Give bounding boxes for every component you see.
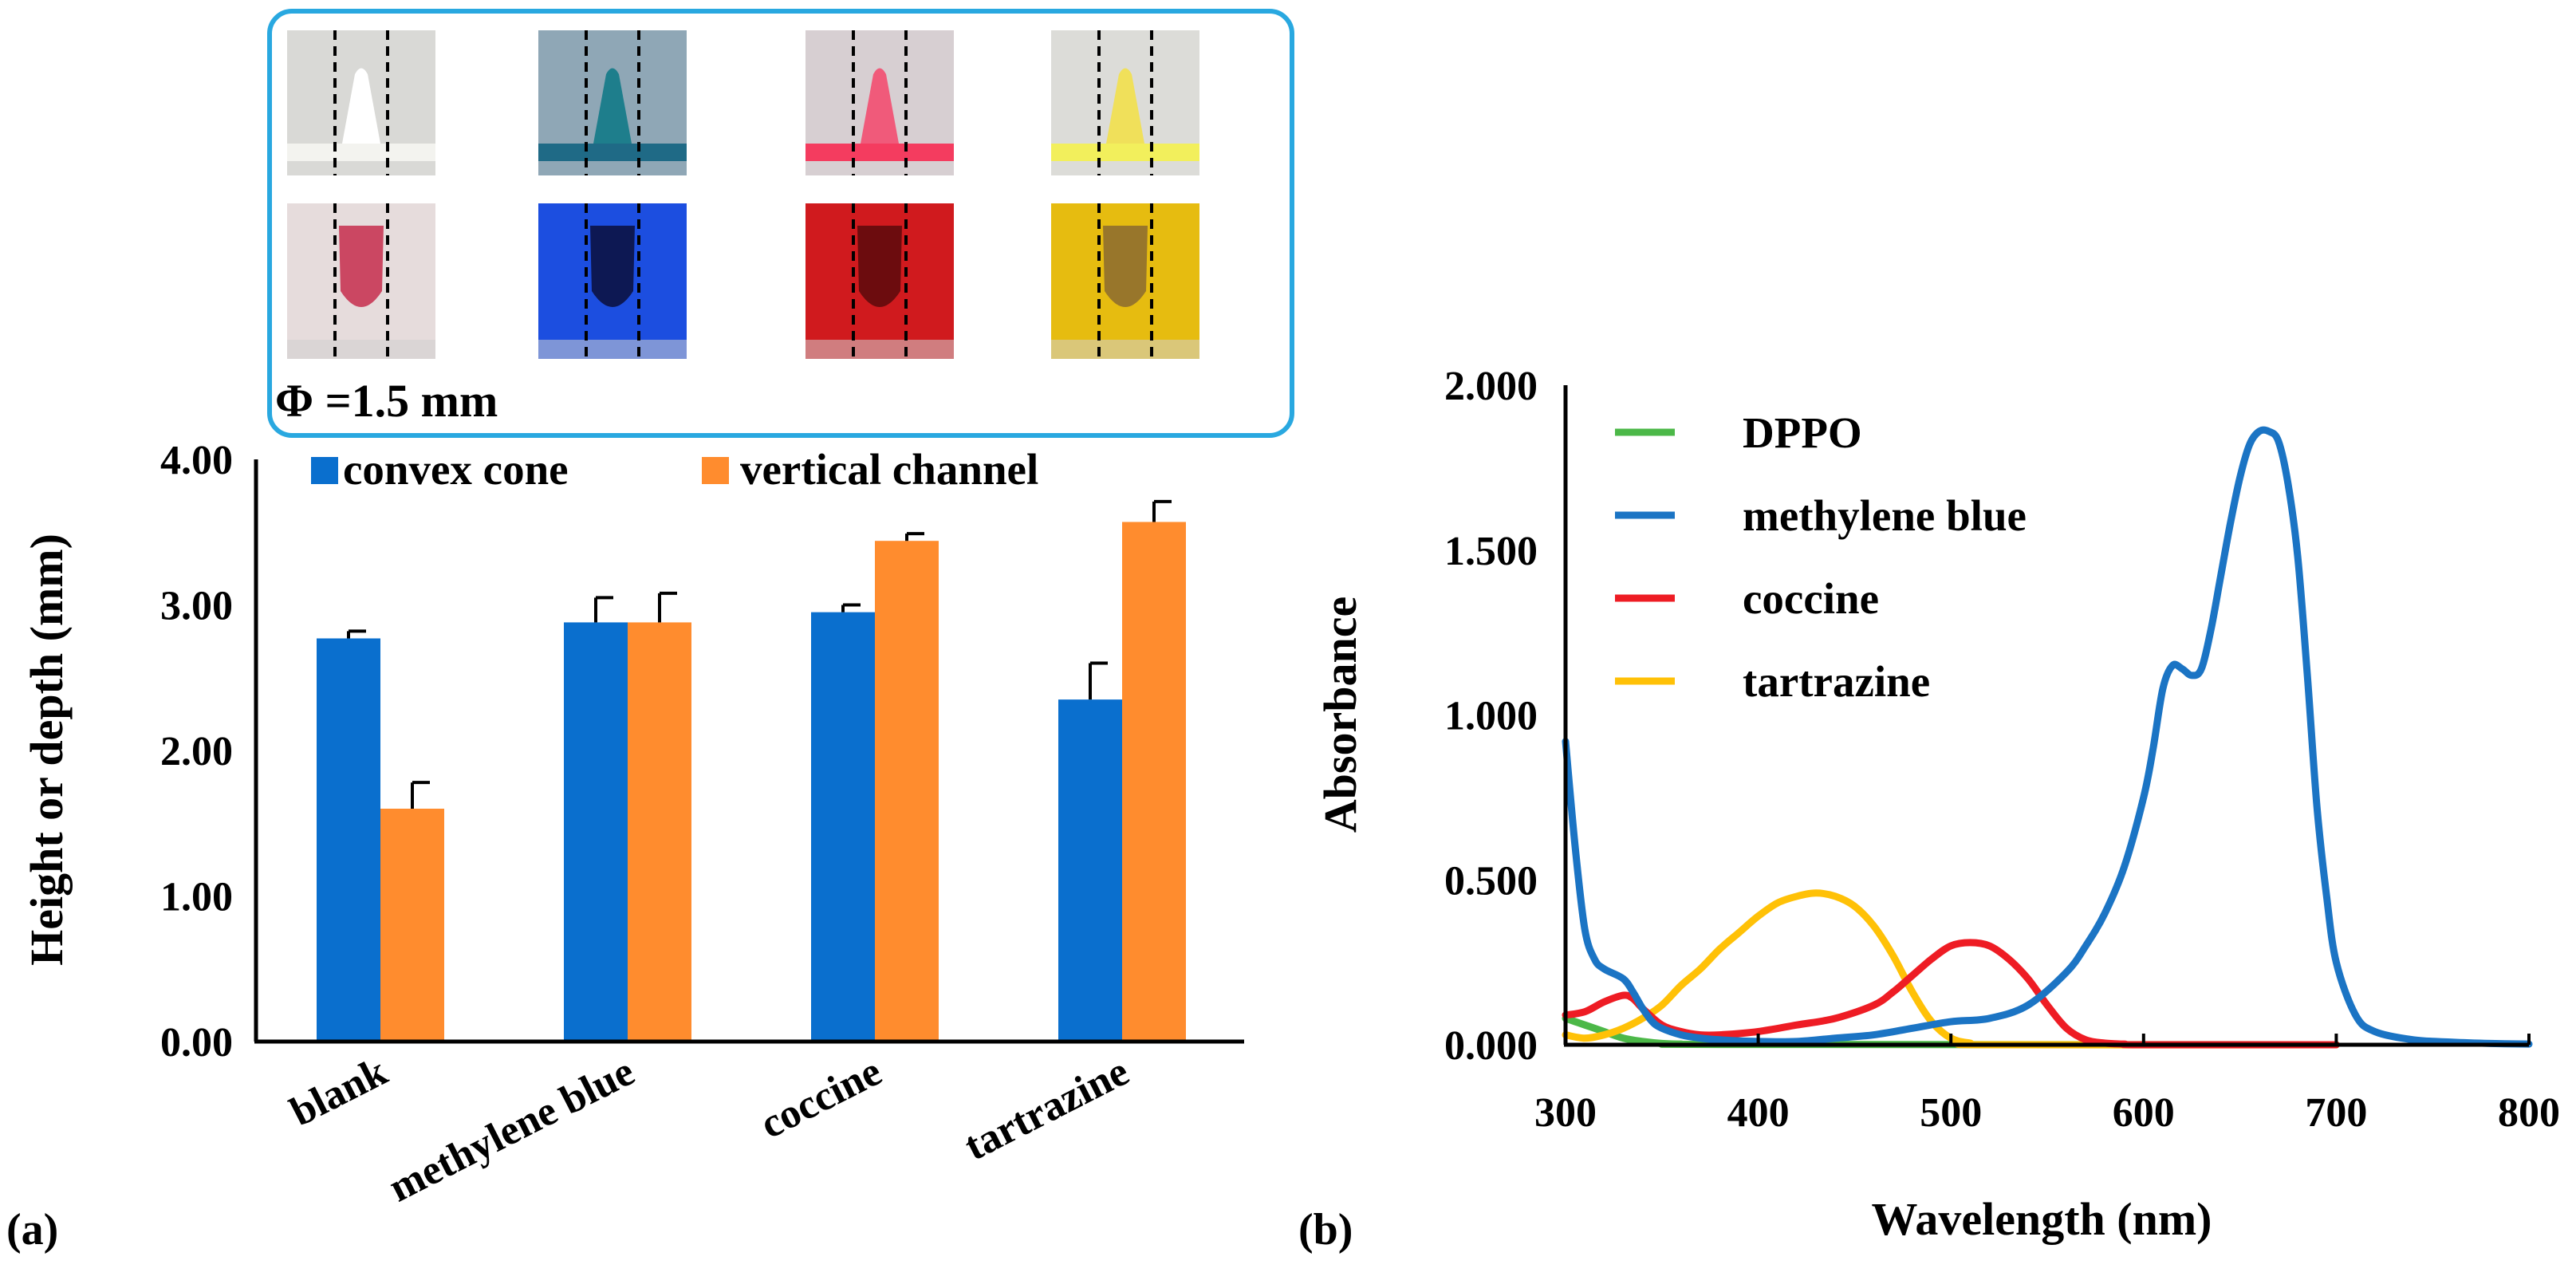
y-tick-label-a: 2.00 — [160, 729, 233, 774]
photo-pair-blank — [287, 30, 435, 359]
channel-base-methylene-blue — [538, 340, 687, 359]
y-tick-label-a: 1.00 — [160, 875, 233, 920]
legend-label-convex-cone: convex cone — [343, 445, 569, 494]
panel-label-a: (a) — [6, 1205, 58, 1255]
channel-shape-methylene-blue — [590, 226, 635, 307]
cone-base-blank — [287, 144, 435, 161]
legend-swatch-convex-cone — [311, 457, 338, 484]
line-methylene-blue — [1562, 426, 2533, 1048]
error-bars-a — [347, 499, 1172, 809]
line-coccine — [1562, 939, 2340, 1049]
photo-pair-coccine — [805, 30, 954, 359]
cone-base-tartrazine — [1051, 144, 1199, 161]
legend-label-coccine: coccine — [1743, 574, 1879, 623]
x-tick-labels-b: 300 400 500 600 700 800 — [1534, 1034, 2560, 1136]
x-tick-label-coccine: coccine — [754, 1049, 889, 1148]
channel-shape-tartrazine — [1103, 226, 1148, 307]
cone-shape-tartrazine — [1106, 68, 1144, 144]
bar-vertical-channel-blank — [380, 809, 444, 1042]
y-tick-label-b: 1.000 — [1444, 694, 1538, 739]
line-chart-panel-b: 0.000 0.500 1.000 1.500 2.000 300 400 500 600 70… — [1298, 364, 2560, 1255]
y-tick-label-a: 3.00 — [160, 584, 233, 629]
inset-frame — [267, 9, 1294, 438]
sample-photo-inset: Φ =1.5 mm — [267, 9, 1294, 438]
x-axis-title-b: Wavelength (nm) — [1872, 1193, 2212, 1245]
bar-vertical-channel-methylene-blue — [628, 622, 691, 1042]
bar-vertical-channel-coccine — [875, 541, 939, 1042]
legend-label-methylene-blue: methylene blue — [1743, 491, 2027, 540]
y-tick-labels-a: 0.00 1.00 2.00 3.00 4.00 — [160, 438, 233, 1065]
x-tick-label-b: 500 — [1920, 1090, 1982, 1136]
bars-a — [317, 522, 1186, 1042]
bar-convex-cone-tartrazine — [1058, 699, 1122, 1042]
x-tick-label-b: 600 — [2113, 1090, 2175, 1136]
legend-swatch-vertical-channel — [702, 457, 729, 484]
y-tick-label-b: 0.500 — [1444, 858, 1538, 904]
cone-base-coccine — [805, 144, 954, 161]
line-tartrazine — [1562, 889, 2340, 1049]
y-tick-label-b: 2.000 — [1444, 364, 1538, 409]
bar-convex-cone-blank — [317, 638, 380, 1042]
cone-shape-blank — [342, 68, 380, 144]
photo-grid — [287, 30, 1199, 359]
channel-base-blank — [287, 340, 435, 359]
x-tick-label-b: 400 — [1727, 1090, 1790, 1136]
x-tick-label-b: 700 — [2305, 1090, 2367, 1136]
y-axis-title-a: Height or depth (mm) — [21, 534, 73, 966]
bar-convex-cone-methylene-blue — [564, 622, 628, 1042]
x-tick-label-tartrazine: tartrazine — [957, 1049, 1136, 1170]
y-tick-label-b: 1.500 — [1444, 529, 1538, 574]
panel-label-b: (b) — [1298, 1205, 1353, 1255]
y-tick-label-b: 0.000 — [1444, 1023, 1538, 1069]
x-tick-label-methylene-blue: methylene blue — [382, 1049, 642, 1211]
channel-shape-blank — [339, 226, 384, 307]
channel-shape-coccine — [857, 226, 902, 307]
cone-base-methylene-blue — [538, 144, 687, 161]
cone-shape-methylene-blue — [593, 68, 632, 144]
photo-pair-tartrazine — [1051, 30, 1199, 359]
diameter-label: Φ =1.5 mm — [275, 375, 498, 427]
y-tick-label-a: 0.00 — [160, 1020, 233, 1065]
y-tick-labels-b: 0.000 0.500 1.000 1.500 2.000 — [1444, 364, 1538, 1069]
series-lines-b — [1562, 426, 2533, 1049]
bar-vertical-channel-tartrazine — [1122, 522, 1186, 1042]
legend-a: convex cone vertical channel — [311, 445, 1038, 494]
channel-base-coccine — [805, 340, 954, 359]
legend-label-dppo: DPPO — [1743, 408, 1862, 457]
x-tick-label-b: 800 — [2498, 1090, 2560, 1136]
y-axis-title-b: Absorbance — [1314, 597, 1366, 833]
y-tick-label-a: 4.00 — [160, 438, 233, 483]
channel-base-tartrazine — [1051, 340, 1199, 359]
x-tick-label-blank: blank — [283, 1049, 394, 1136]
legend-label-vertical-channel: vertical channel — [740, 445, 1038, 494]
legend-b: DPPO methylene blue coccine tartrazine — [1615, 408, 2027, 706]
bar-convex-cone-coccine — [811, 612, 875, 1042]
legend-label-tartrazine: tartrazine — [1743, 657, 1930, 706]
x-tick-label-b: 300 — [1534, 1090, 1597, 1136]
cone-shape-coccine — [861, 68, 899, 144]
photo-pair-methylene-blue — [538, 30, 687, 359]
